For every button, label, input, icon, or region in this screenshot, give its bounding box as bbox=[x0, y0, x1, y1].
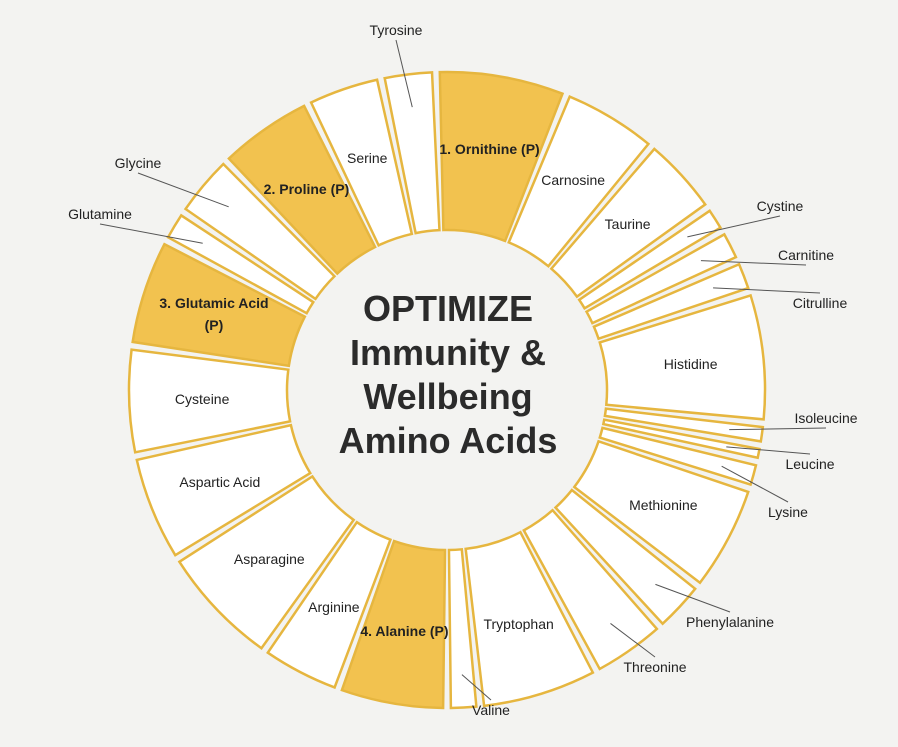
segment-label: Carnitine bbox=[777, 247, 835, 263]
leader-line bbox=[99, 223, 203, 244]
segment bbox=[577, 209, 723, 311]
leader-line bbox=[137, 172, 229, 208]
segment-label: Taurine bbox=[604, 216, 651, 233]
segment bbox=[447, 547, 478, 710]
segment-label: Phenylalanine bbox=[686, 614, 774, 630]
leader-line bbox=[713, 287, 821, 294]
segment-label: Aspartic Acid bbox=[179, 473, 261, 490]
segment-label: 1. Ornithine (P) bbox=[439, 140, 540, 157]
leader-line bbox=[610, 623, 656, 658]
segment bbox=[135, 423, 313, 557]
segment bbox=[266, 520, 393, 690]
segment-label: Lysine bbox=[768, 504, 808, 520]
segment-label: Citrulline bbox=[792, 295, 848, 311]
segment bbox=[553, 488, 697, 626]
leader-line bbox=[461, 674, 492, 701]
segment bbox=[127, 348, 292, 454]
segment-label: Valine bbox=[472, 702, 510, 718]
segment bbox=[183, 162, 337, 301]
title-line: OPTIMIZE bbox=[362, 288, 533, 329]
segment bbox=[522, 508, 659, 671]
segment-label: Serine bbox=[347, 150, 388, 167]
leader-line bbox=[700, 260, 807, 266]
segment-label: Asparagine bbox=[233, 550, 305, 567]
segment bbox=[507, 94, 651, 268]
segment-label: Tryptophan bbox=[483, 616, 554, 633]
segment-label: Carnosine bbox=[541, 171, 606, 188]
segment-label: Arginine bbox=[308, 599, 360, 616]
segment-label: Tyrosine bbox=[369, 22, 423, 38]
segment-label: 2. Proline (P) bbox=[263, 181, 350, 198]
segment-label: Isoleucine bbox=[794, 410, 858, 426]
segment bbox=[584, 232, 738, 325]
center-title: OPTIMIZE Immunity & Wellbeing Amino Acids bbox=[339, 287, 558, 463]
segment bbox=[309, 78, 414, 248]
segment bbox=[383, 71, 441, 235]
leader-line bbox=[687, 215, 781, 238]
segment bbox=[177, 474, 356, 650]
segment bbox=[603, 407, 765, 443]
segment bbox=[340, 539, 447, 710]
segment-label: Methionine bbox=[629, 497, 698, 514]
segment-label: Cysteine bbox=[174, 390, 230, 407]
segment-label: Threonine bbox=[623, 659, 687, 675]
segment bbox=[549, 147, 707, 299]
segment bbox=[598, 293, 767, 421]
leader-line bbox=[655, 583, 731, 613]
segment-label: Cystine bbox=[756, 198, 804, 214]
title-line: Wellbeing bbox=[363, 376, 533, 417]
leader-line bbox=[395, 39, 413, 108]
segment-label: Glutamine bbox=[68, 206, 132, 222]
title-line: Amino Acids bbox=[338, 420, 558, 461]
leader-line bbox=[721, 465, 789, 503]
segment-label: Glycine bbox=[114, 155, 162, 171]
segment bbox=[464, 530, 595, 708]
title-line: Immunity & bbox=[349, 332, 547, 373]
leader-line bbox=[729, 427, 827, 431]
segment bbox=[598, 426, 758, 487]
segment-label: Leucine bbox=[785, 456, 835, 472]
segment bbox=[592, 262, 750, 341]
segment-label: 3. Glutamic Acid (P) bbox=[159, 295, 269, 334]
leader-line bbox=[726, 446, 811, 455]
segment-label: Histidine bbox=[663, 356, 718, 373]
segment bbox=[131, 242, 307, 368]
segment-label: 4. Alanine (P) bbox=[360, 623, 449, 640]
segment bbox=[572, 439, 750, 585]
segment bbox=[166, 213, 316, 315]
segment bbox=[601, 418, 761, 460]
segment bbox=[227, 104, 377, 276]
segment bbox=[438, 70, 565, 243]
